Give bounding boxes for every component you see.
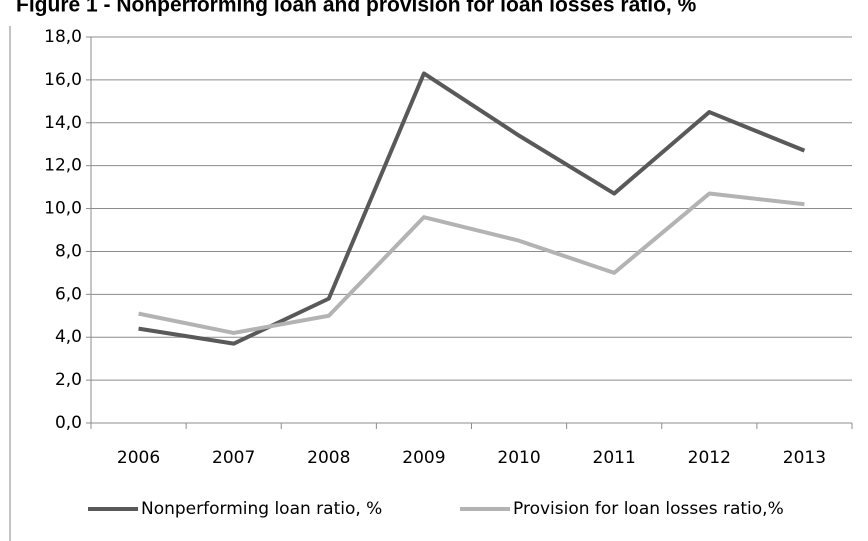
y-tick-label: 0,0 [55,413,82,433]
x-tick-label: 2008 [307,448,350,468]
y-tick-label: 14,0 [44,113,82,133]
y-tick-label: 12,0 [44,156,82,176]
x-tick-label: 2012 [688,448,731,468]
y-tick-label: 6,0 [55,284,82,304]
x-tick-label: 2011 [593,448,636,468]
chart-title: Figure 1 - Nonperforming loan and provis… [16,0,697,17]
y-tick-label: 4,0 [55,327,82,347]
y-tick-label: 2,0 [55,370,82,390]
x-tick-label: 2009 [402,448,445,468]
y-tick-label: 18,0 [44,27,82,47]
x-tick-label: 2010 [497,448,540,468]
x-tick-label: 2006 [117,448,160,468]
x-tick-label: 2013 [783,448,826,468]
series-line [138,71,806,346]
y-tick-label: 10,0 [44,199,82,219]
legend-label: Provision for loan losses ratio,% [513,499,784,519]
y-tick-label: 16,0 [44,70,82,90]
y-tick-label: 8,0 [55,241,82,261]
x-tick-label: 2007 [212,448,255,468]
legend-label: Nonperforming loan ratio, % [141,499,382,519]
series-line [138,191,805,335]
